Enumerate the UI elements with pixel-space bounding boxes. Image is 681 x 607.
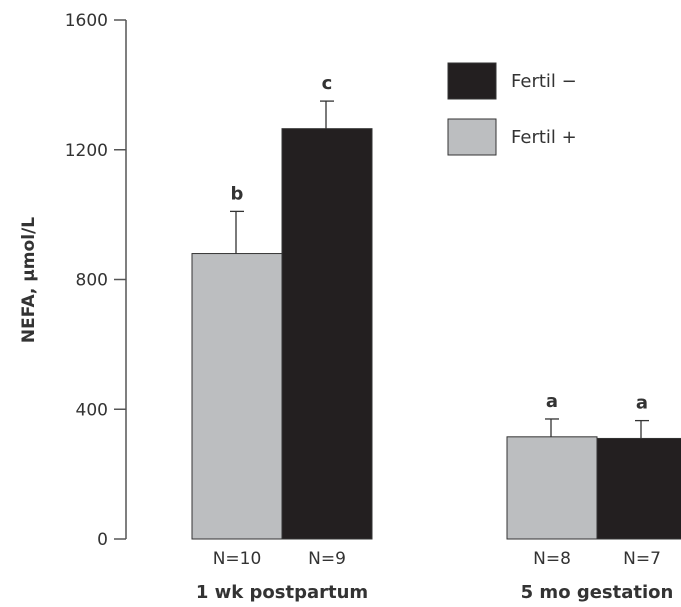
legend-label: Fertil − (511, 71, 577, 92)
group-label: 5 mo gestation (521, 582, 674, 603)
group-label: 1 wk postpartum (196, 582, 368, 603)
y-tick-label: 1200 (65, 141, 108, 161)
n-label: N=10 (213, 549, 262, 569)
legend-label: Fertil + (511, 127, 577, 148)
significance-label: c (322, 73, 333, 94)
bar (191, 253, 283, 540)
y-tick-label: 0 (97, 530, 108, 550)
legend-swatch (447, 62, 497, 100)
y-tick-label: 400 (76, 400, 108, 420)
bar (506, 436, 598, 540)
legend: Fertil − Fertil + (447, 62, 577, 156)
n-label: N=8 (533, 549, 571, 569)
legend-swatch (447, 118, 497, 156)
bar (281, 128, 373, 540)
n-label: N=7 (623, 549, 661, 569)
y-tick-label: 1600 (65, 11, 108, 31)
y-axis: 0 400 800 1200 1600 (65, 11, 127, 550)
significance-label: b (231, 183, 244, 204)
significance-label: a (546, 391, 558, 412)
y-tick-label: 800 (76, 271, 108, 291)
bars: b N=10 c N=9 1 wk postpartum a N=8 a N=7 5 mo ges… (191, 73, 681, 603)
y-axis-label: NEFA, µmol/L (19, 217, 39, 343)
significance-label: a (636, 393, 648, 414)
bar (596, 437, 681, 540)
n-label: N=9 (308, 549, 346, 569)
